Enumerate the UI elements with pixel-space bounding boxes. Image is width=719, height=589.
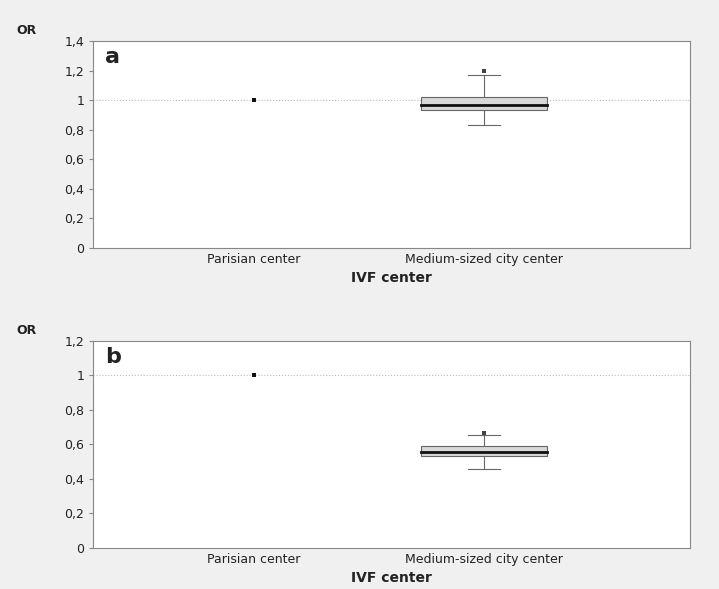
X-axis label: IVF center: IVF center — [352, 272, 432, 286]
Text: OR: OR — [16, 324, 36, 337]
X-axis label: IVF center: IVF center — [352, 571, 432, 585]
Text: a: a — [106, 48, 120, 67]
Text: OR: OR — [16, 24, 36, 37]
FancyBboxPatch shape — [421, 97, 546, 110]
FancyBboxPatch shape — [421, 446, 546, 456]
Text: b: b — [106, 348, 122, 367]
